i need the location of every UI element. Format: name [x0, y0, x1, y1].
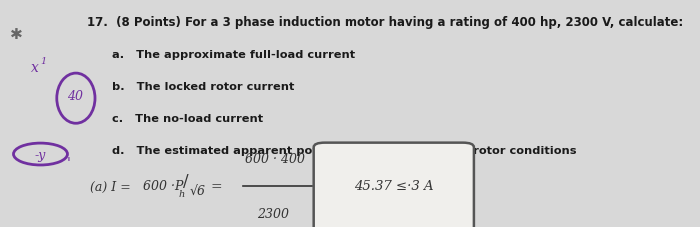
Text: 600 · 400: 600 · 400 — [244, 152, 304, 165]
Text: ': ' — [66, 156, 70, 170]
Text: h: h — [178, 190, 185, 199]
Text: 40: 40 — [66, 90, 83, 103]
Text: /: / — [183, 172, 188, 189]
Text: 2300: 2300 — [258, 207, 290, 220]
Text: -y: -y — [35, 148, 46, 161]
Text: ✱: ✱ — [10, 27, 23, 42]
Text: =: = — [314, 179, 326, 193]
Text: √6: √6 — [190, 184, 205, 197]
Text: 1: 1 — [41, 57, 47, 66]
Text: 600 ·P: 600 ·P — [144, 180, 183, 193]
Text: =: = — [211, 179, 223, 193]
FancyBboxPatch shape — [314, 143, 474, 227]
Text: c.   The no-load current: c. The no-load current — [113, 114, 264, 123]
Text: d.   The estimated apparent power drawn under locked-rotor conditions: d. The estimated apparent power drawn un… — [113, 145, 577, 155]
Text: a.   The approximate full-load current: a. The approximate full-load current — [113, 50, 356, 60]
Text: (a) I =: (a) I = — [90, 180, 134, 193]
Text: 45.37 ≤·3 A: 45.37 ≤·3 A — [354, 180, 433, 193]
Text: 17.  (8 Points) For a 3 phase induction motor having a rating of 400 hp, 2300 V,: 17. (8 Points) For a 3 phase induction m… — [87, 16, 683, 29]
Text: b.   The locked rotor current: b. The locked rotor current — [113, 82, 295, 92]
Text: x: x — [31, 61, 38, 75]
